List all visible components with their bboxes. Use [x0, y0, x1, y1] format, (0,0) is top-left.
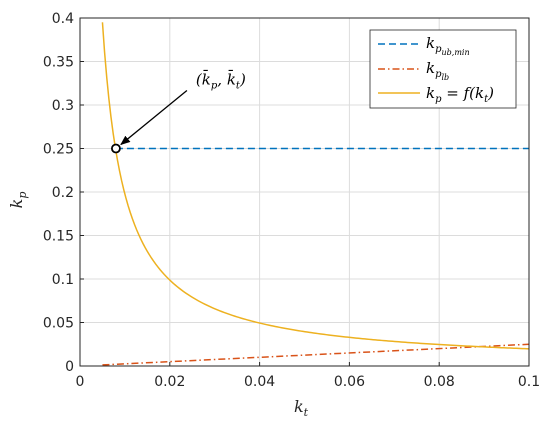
x-tick-label: 0.02: [154, 374, 185, 390]
y-tick-label: 0.05: [43, 316, 74, 332]
x-tick-label: 0.08: [424, 374, 455, 390]
x-axis-label: kt: [294, 397, 309, 419]
legend-label-f: kp = f(kt): [426, 84, 494, 105]
y-axis-label: kp: [7, 192, 29, 209]
x-tick-label: 0.06: [334, 374, 365, 390]
annotation-arrow: [120, 89, 188, 146]
y-tick-label: 0.25: [43, 142, 74, 158]
y-tick-label: 0.4: [52, 11, 74, 27]
series-line-2: [101, 22, 530, 350]
y-tick-label: 0.1: [52, 272, 74, 288]
series-group: [101, 22, 530, 366]
annotation-label: (k̄p, k̄t): [196, 70, 246, 91]
svg-text:kp: kp: [7, 192, 29, 209]
y-tick-label: 0.3: [52, 98, 74, 114]
legend: kpub,min kplb kp = f(kt): [369, 29, 517, 109]
y-tick-label: 0.15: [43, 229, 74, 245]
x-tick-label: 0: [76, 374, 85, 390]
y-tick-label: 0.35: [43, 55, 74, 71]
x-tick-label: 0.04: [244, 374, 275, 390]
annotation-point: [111, 143, 121, 154]
series-line-1: [102, 343, 530, 366]
y-tick-label: 0.2: [52, 185, 74, 201]
tick-labels: 0 0.02 0.04 0.06 0.08 0.1 0 0.05 0.1 0.15 0.2 0.25 0…: [43, 11, 540, 390]
svg-text:kt: kt: [294, 397, 309, 419]
annotation: (k̄p, k̄t): [111, 70, 246, 154]
x-tick-label: 0.1: [518, 374, 540, 390]
y-tick-label: 0: [65, 359, 74, 375]
